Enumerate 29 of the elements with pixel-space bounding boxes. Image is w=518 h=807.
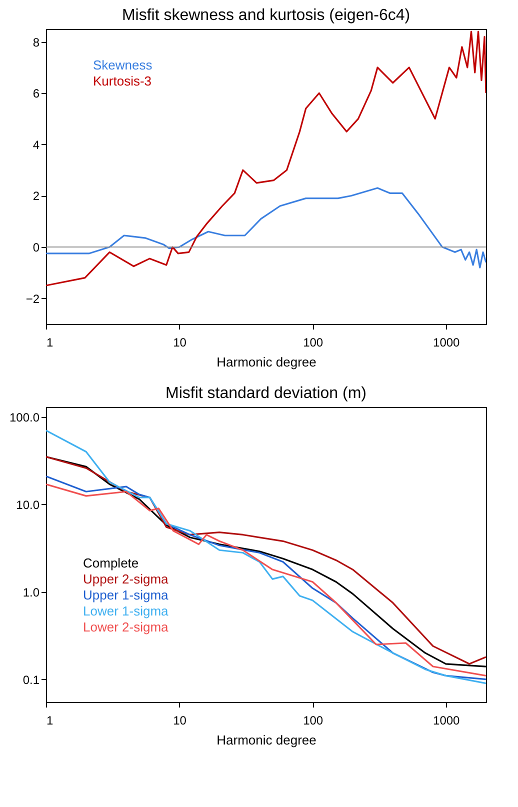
y-tick-label: 2 <box>32 189 40 204</box>
x-tick-label: 1000 <box>433 336 460 350</box>
x-tick-label: 10 <box>173 714 187 728</box>
x-tick-label: 1000 <box>433 714 460 728</box>
y-tick-label: 0 <box>32 240 40 255</box>
y-tick-label: −2 <box>26 292 40 306</box>
y-tick-label: 100.0 <box>9 410 40 424</box>
text: Kurtosis-3 <box>93 74 152 88</box>
y-tick-label: 1.0 <box>22 585 40 600</box>
text: Complete <box>83 556 139 570</box>
x-tick-label: 100 <box>303 336 324 350</box>
x-axis-title: Harmonic degree <box>216 732 316 748</box>
x-tick-label: 100 <box>303 714 324 728</box>
text: Upper 2-sigma <box>83 572 170 586</box>
x-tick-label: 10 <box>173 336 187 350</box>
x-tick-label: 1 <box>46 336 54 350</box>
y-tick-label: 0.1 <box>22 672 40 687</box>
y-tick-label: 10.0 <box>16 498 40 512</box>
text: Upper 1-sigma <box>83 588 170 602</box>
chart-title: Misfit standard deviation (m) <box>166 385 366 402</box>
chart-title: Misfit skewness and kurtosis (eigen-6c4) <box>122 7 410 24</box>
y-tick-label: 4 <box>32 138 40 152</box>
text: Lower 2-sigma <box>83 620 170 634</box>
y-tick-label: 8 <box>32 35 40 50</box>
x-tick-label: 1 <box>46 714 54 728</box>
text: Lower 1-sigma <box>83 604 170 618</box>
text: Skewness <box>93 58 153 72</box>
y-tick-label: 6 <box>32 86 40 101</box>
x-axis-title: Harmonic degree <box>216 354 316 370</box>
